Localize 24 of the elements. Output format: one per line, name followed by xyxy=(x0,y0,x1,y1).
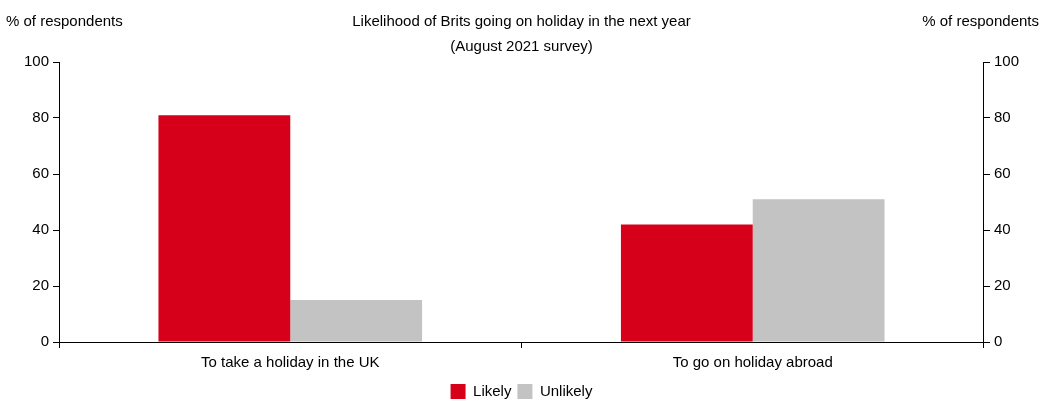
legend-label: Unlikely xyxy=(539,381,593,399)
y2-tick-label: 40 xyxy=(993,220,1011,238)
x-tick-label: To take a holiday in the UK xyxy=(201,353,380,371)
x-tick-label: To go on holiday abroad xyxy=(672,353,833,371)
chart-title: Likelihood of Brits going on holiday in the next year xyxy=(352,12,691,30)
bar xyxy=(620,224,753,342)
legend-label: Likely xyxy=(473,381,512,399)
y-tick-label: 100 xyxy=(24,52,50,70)
bar xyxy=(752,199,885,342)
y-tick-label: 20 xyxy=(32,276,50,294)
y2-tick-label: 80 xyxy=(993,108,1011,126)
y2-axis-title: % of respondents xyxy=(922,12,1039,30)
y-tick-label: 0 xyxy=(40,332,50,350)
y2-tick-label: 0 xyxy=(993,332,1003,350)
chart-subtitle: (August 2021 survey) xyxy=(450,37,593,55)
y-axis-title: % of respondents xyxy=(6,12,123,30)
y-tick-label: 60 xyxy=(32,164,50,182)
y-tick-label: 40 xyxy=(32,220,50,238)
y2-tick-label: 60 xyxy=(993,164,1011,182)
y2-tick-label: 100 xyxy=(993,52,1019,70)
bar xyxy=(290,300,423,342)
y-tick-label: 80 xyxy=(32,108,50,126)
y2-tick-label: 20 xyxy=(993,276,1011,294)
bar xyxy=(158,115,291,342)
